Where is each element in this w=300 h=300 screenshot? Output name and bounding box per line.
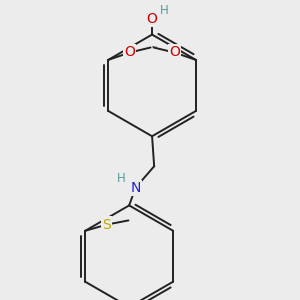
Text: O: O (124, 46, 135, 59)
Text: S: S (102, 218, 111, 232)
Text: H: H (160, 4, 169, 17)
Text: N: N (130, 181, 141, 195)
Text: H: H (117, 172, 126, 185)
Text: methoxy: methoxy (152, 45, 158, 47)
Text: O: O (147, 12, 158, 26)
Text: O: O (169, 46, 180, 59)
